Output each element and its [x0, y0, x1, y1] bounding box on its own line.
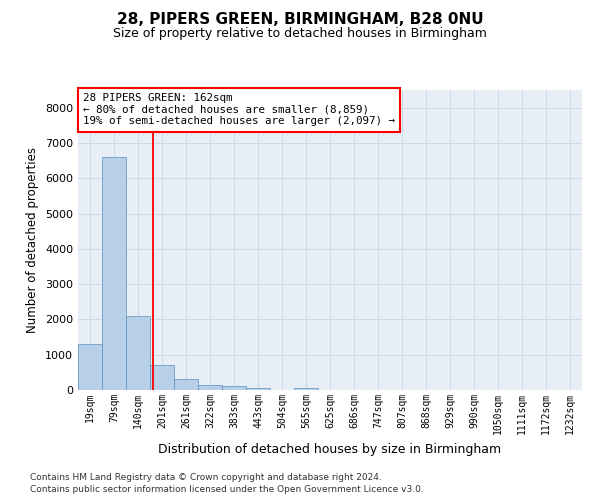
Text: Contains HM Land Registry data © Crown copyright and database right 2024.: Contains HM Land Registry data © Crown c…: [30, 472, 382, 482]
Text: Size of property relative to detached houses in Birmingham: Size of property relative to detached ho…: [113, 28, 487, 40]
Bar: [78, 344, 102, 390]
Text: Distribution of detached houses by size in Birmingham: Distribution of detached houses by size …: [158, 442, 502, 456]
Bar: [294, 388, 318, 390]
Bar: [222, 386, 246, 390]
Bar: [102, 157, 126, 390]
Y-axis label: Number of detached properties: Number of detached properties: [26, 147, 40, 333]
Text: Contains public sector information licensed under the Open Government Licence v3: Contains public sector information licen…: [30, 485, 424, 494]
Bar: [150, 366, 174, 390]
Bar: [174, 380, 198, 390]
Bar: [126, 316, 150, 390]
Bar: [246, 388, 270, 390]
Text: 28 PIPERS GREEN: 162sqm
← 80% of detached houses are smaller (8,859)
19% of semi: 28 PIPERS GREEN: 162sqm ← 80% of detache…: [83, 93, 395, 126]
Text: 28, PIPERS GREEN, BIRMINGHAM, B28 0NU: 28, PIPERS GREEN, BIRMINGHAM, B28 0NU: [116, 12, 484, 28]
Bar: [198, 384, 222, 390]
